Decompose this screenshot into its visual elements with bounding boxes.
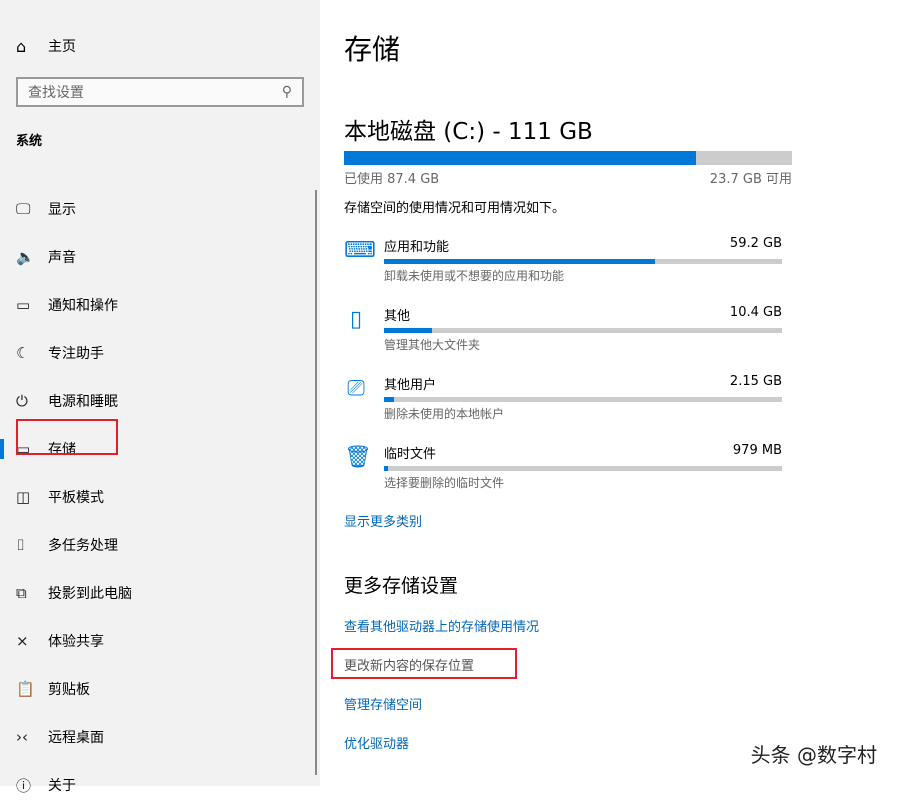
speaker-icon: 🔈 xyxy=(16,248,35,266)
storage-category[interactable]: 🗑 临时文件 979 MB 选择要删除的临时文件 xyxy=(344,443,784,503)
sidebar-item-0[interactable]: 🖵 显示 xyxy=(0,185,320,233)
multitask-icon: ⌷ xyxy=(16,536,26,554)
category-size: 979 MB xyxy=(732,443,782,458)
page-title: 存储 xyxy=(344,33,401,66)
sidebar-item-label: 投影到此电脑 xyxy=(48,586,132,602)
sidebar-item-2[interactable]: ▭ 通知和操作 xyxy=(0,281,320,329)
category-bar xyxy=(384,259,782,264)
category-subtitle: 管理其他大文件夹 xyxy=(384,338,481,352)
tablet-icon: ◫ xyxy=(16,488,31,506)
category-name: 其他用户 xyxy=(384,378,437,393)
trash-icon: 🗑 xyxy=(344,445,372,470)
category-subtitle: 卸载未使用或不想要的应用和功能 xyxy=(384,269,565,283)
category-bar xyxy=(384,397,782,402)
category-bar-fill xyxy=(384,397,394,402)
free-label: 23.7 GB 可用 xyxy=(709,172,792,187)
user-monitor-icon: ⎚ xyxy=(347,376,365,401)
sidebar-item-label: 声音 xyxy=(48,250,76,266)
optimize-drives-link[interactable]: 优化驱动器 xyxy=(344,737,410,752)
category-subtitle: 选择要删除的临时文件 xyxy=(384,476,505,490)
monitor-icon: 🖵 xyxy=(16,200,31,218)
category-bar-fill xyxy=(384,466,388,471)
sidebar-item-label: 专注助手 xyxy=(48,346,104,362)
more-settings-title: 更多存储设置 xyxy=(344,575,459,597)
other-drives-link[interactable]: 查看其他驱动器上的存储使用情况 xyxy=(344,620,540,635)
remote-desktop-icon: ›‹ xyxy=(16,728,28,746)
sidebar-item-label: 显示 xyxy=(48,202,76,218)
category-subtitle: 删除未使用的本地帐户 xyxy=(384,407,505,421)
sidebar-item-label: 平板模式 xyxy=(48,490,104,506)
sidebar-item-6[interactable]: ◫ 平板模式 xyxy=(0,473,320,521)
info-icon: ⓘ xyxy=(16,776,32,795)
sidebar-item-label: 远程桌面 xyxy=(48,730,104,746)
category-bar-fill xyxy=(384,259,655,264)
highlight-box-storage xyxy=(16,419,118,455)
scrollbar[interactable] xyxy=(315,190,317,775)
category-name: 临时文件 xyxy=(384,447,437,462)
watermark: 头条 @数字村 xyxy=(750,743,877,767)
manage-storage-spaces-link[interactable]: 管理存储空间 xyxy=(344,698,423,713)
home-link[interactable]: ⌂ 主页 xyxy=(16,36,76,56)
highlight-box-save-location xyxy=(331,648,517,679)
project-icon: ⧉ xyxy=(16,584,27,602)
used-label: 已使用 87.4 GB xyxy=(344,172,440,187)
sidebar-item-label: 剪贴板 xyxy=(48,682,90,698)
search-icon[interactable]: ⚲ xyxy=(281,84,292,100)
sidebar-item-7[interactable]: ⌷ 多任务处理 xyxy=(0,521,320,569)
folder-icon: ▯ xyxy=(349,307,363,332)
notification-icon: ▭ xyxy=(16,296,31,314)
category-size: 2.15 GB xyxy=(729,374,782,389)
show-more-categories-link[interactable]: 显示更多类别 xyxy=(344,515,423,530)
clipboard-icon: 📋 xyxy=(16,680,35,698)
change-save-location-link[interactable]: 更改新内容的保存位置 xyxy=(344,659,475,674)
sidebar-item-8[interactable]: ⧉ 投影到此电脑 xyxy=(0,569,320,617)
description: 存储空间的使用情况和可用情况如下。 xyxy=(344,201,566,216)
storage-category[interactable]: ▯ 其他 10.4 GB 管理其他大文件夹 xyxy=(344,305,784,365)
sidebar-item-11[interactable]: ›‹ 远程桌面 xyxy=(0,713,320,761)
disk-usage-bar xyxy=(344,151,792,165)
sidebar-item-1[interactable]: 🔈 声音 xyxy=(0,233,320,281)
sidebar-item-4[interactable]: ⏻ 电源和睡眠 xyxy=(0,377,320,425)
keyboard-monitor-icon: ⌨ xyxy=(344,238,376,263)
sidebar-item-3[interactable]: ☾ 专注助手 xyxy=(0,329,320,377)
sidebar: ⌂ 主页 查找设置 ⚲ 系统 🖵 显示 🔈 声音 ▭ 通知和操作 ☾ 专注助手 ⏻ 电源和睡眠 ▭ 存储 ◫… xyxy=(0,0,320,795)
sidebar-item-label: 电源和睡眠 xyxy=(48,394,118,410)
category-bar-fill xyxy=(384,328,432,333)
sidebar-item-label: 多任务处理 xyxy=(48,538,118,554)
category-size: 10.4 GB xyxy=(729,305,782,320)
home-icon: ⌂ xyxy=(16,36,27,56)
sidebar-nav: 🖵 显示 🔈 声音 ▭ 通知和操作 ☾ 专注助手 ⏻ 电源和睡眠 ▭ 存储 ◫ 平板模式 ⌷ 多任务处理 ⧉ 投影… xyxy=(0,185,320,809)
moon-icon: ☾ xyxy=(16,344,30,362)
sidebar-item-9[interactable]: ⨯ 体验共享 xyxy=(0,617,320,665)
share-icon: ⨯ xyxy=(16,632,29,650)
sidebar-item-label: 关于 xyxy=(48,778,76,794)
category-bar xyxy=(384,466,782,471)
category-bar xyxy=(384,328,782,333)
category-name: 应用和功能 xyxy=(384,240,450,255)
disk-usage-fill xyxy=(344,151,697,165)
power-icon: ⏻ xyxy=(16,392,28,410)
section-title: 系统 xyxy=(16,134,43,149)
storage-category[interactable]: ⎚ 其他用户 2.15 GB 删除未使用的本地帐户 xyxy=(344,374,784,434)
storage-category[interactable]: ⌨ 应用和功能 59.2 GB 卸载未使用或不想要的应用和功能 xyxy=(344,236,784,296)
category-name: 其他 xyxy=(384,309,411,324)
sidebar-item-12[interactable]: ⓘ 关于 xyxy=(0,761,320,809)
sidebar-item-10[interactable]: 📋 剪贴板 xyxy=(0,665,320,713)
category-size: 59.2 GB xyxy=(729,236,782,251)
sidebar-item-label: 体验共享 xyxy=(48,634,104,650)
sidebar-item-label: 通知和操作 xyxy=(48,298,118,314)
disk-title: 本地磁盘 (C:) - 111 GB xyxy=(344,119,593,145)
search-input[interactable]: 查找设置 ⚲ xyxy=(16,77,304,107)
